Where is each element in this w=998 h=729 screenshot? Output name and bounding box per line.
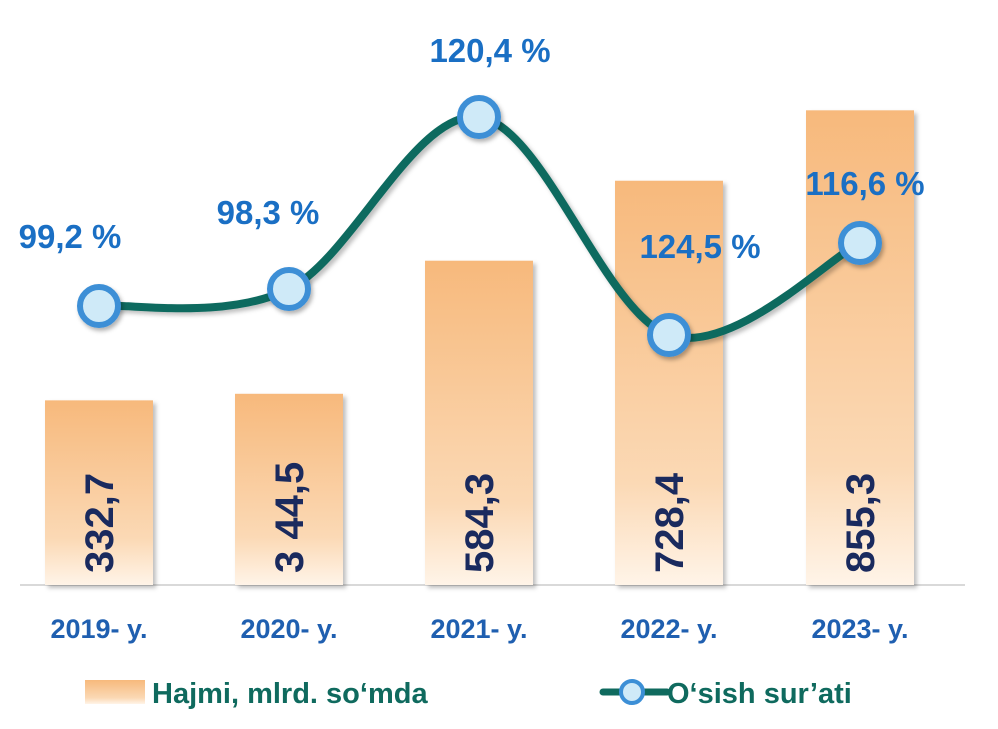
x-tick-labels-group: 2019- y. 2020- y. 2021- y. 2022- y. 2023- y. bbox=[50, 614, 908, 644]
bar-value-label-4: 728,4 bbox=[648, 472, 692, 573]
bar-1 bbox=[45, 400, 153, 585]
growth-labels-group: 99,2 % 98,3 % 120,4 % 124,5 % 116,6 % bbox=[19, 32, 925, 265]
bar-value-label-5: 855,3 bbox=[839, 473, 883, 573]
legend-swatch-marker bbox=[619, 679, 645, 705]
growth-marker-1 bbox=[77, 284, 121, 328]
bar-value-label-1: 332,7 bbox=[78, 473, 122, 573]
legend-label-bar: Hajmi, mlrd. so‘mda bbox=[152, 678, 428, 710]
bar-2 bbox=[235, 393, 343, 585]
bar-labels-group: 332,7 3 44,5 584,3 728,4 855,3 bbox=[78, 462, 883, 573]
growth-marker-2 bbox=[267, 267, 311, 311]
bar-5 bbox=[806, 110, 914, 585]
growth-markers-group bbox=[77, 95, 882, 357]
bar-4 bbox=[615, 180, 723, 585]
growth-value-label-4: 124,5 % bbox=[639, 228, 760, 265]
legend-label-line: O‘sish sur’ati bbox=[667, 678, 852, 710]
growth-value-label-5: 116,6 % bbox=[805, 165, 924, 202]
legend-swatch-bar bbox=[85, 680, 145, 704]
growth-marker-3 bbox=[457, 95, 501, 139]
growth-marker-5 bbox=[838, 221, 882, 265]
x-tick-label-5: 2023- y. bbox=[811, 614, 908, 644]
x-tick-label-2: 2020- y. bbox=[240, 614, 337, 644]
bars-group bbox=[45, 110, 914, 585]
growth-value-label-3: 120,4 % bbox=[429, 32, 550, 69]
bar-value-label-3: 584,3 bbox=[458, 473, 502, 573]
bar-value-label-2: 3 44,5 bbox=[268, 462, 312, 573]
x-tick-label-1: 2019- y. bbox=[50, 614, 147, 644]
x-tick-label-4: 2022- y. bbox=[620, 614, 717, 644]
bar-3 bbox=[425, 260, 533, 585]
x-tick-label-3: 2021- y. bbox=[430, 614, 527, 644]
legend: Hajmi, mlrd. so‘mda O‘sish sur’ati bbox=[85, 678, 852, 710]
growth-value-label-2: 98,3 % bbox=[217, 194, 320, 231]
growth-marker-4 bbox=[647, 313, 691, 357]
growth-value-label-1: 99,2 % bbox=[19, 218, 122, 255]
